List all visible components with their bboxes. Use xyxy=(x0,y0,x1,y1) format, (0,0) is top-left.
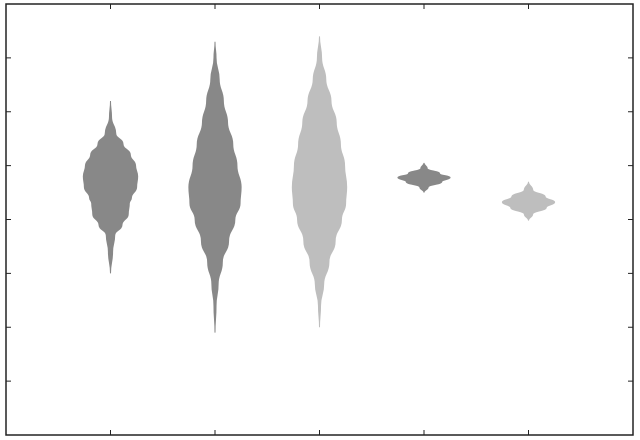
violin-4 xyxy=(397,162,451,193)
violin-3 xyxy=(291,36,348,328)
violins-group xyxy=(82,36,556,333)
violin-5 xyxy=(501,181,556,221)
violin-2 xyxy=(188,41,242,333)
plot-frame xyxy=(5,3,634,436)
violin-1 xyxy=(82,100,139,274)
ticks-group xyxy=(6,4,633,435)
